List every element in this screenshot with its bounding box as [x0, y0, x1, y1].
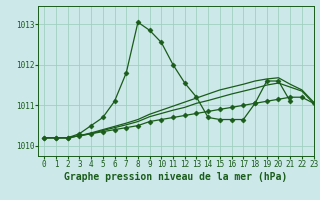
X-axis label: Graphe pression niveau de la mer (hPa): Graphe pression niveau de la mer (hPa)	[64, 172, 288, 182]
